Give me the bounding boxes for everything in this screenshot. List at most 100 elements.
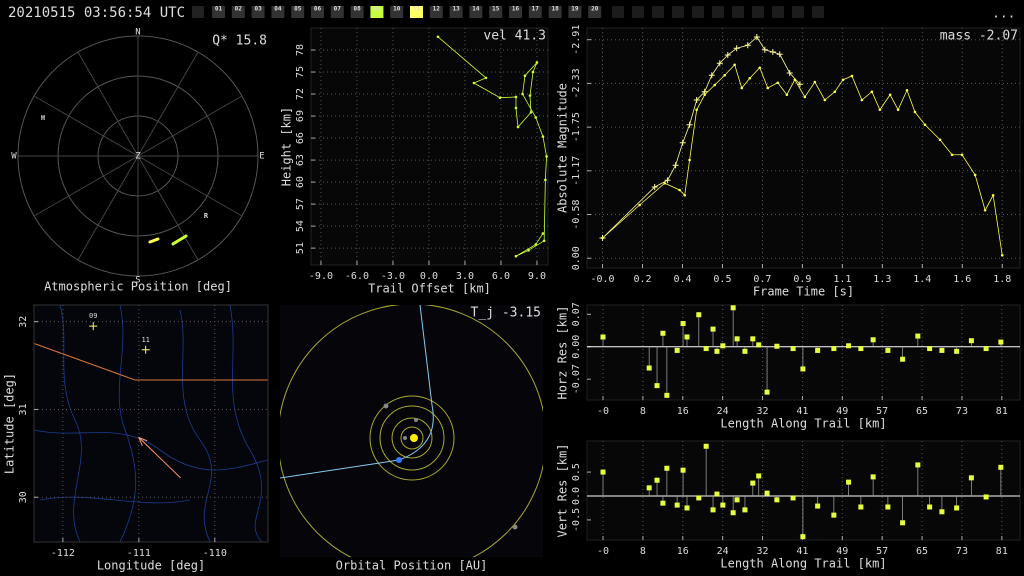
marker [968, 338, 974, 344]
x-axis-label: Frame Time [s] [753, 285, 854, 299]
station-slot[interactable] [192, 6, 204, 18]
marker [815, 503, 821, 509]
marker [927, 504, 933, 510]
station-tab[interactable] [212, 6, 225, 18]
y-tick-label: 69 [295, 110, 306, 122]
marker [870, 90, 874, 94]
station-tab[interactable] [528, 6, 542, 18]
marker [800, 534, 806, 540]
planet [403, 436, 407, 440]
station-tab[interactable] [271, 6, 285, 18]
marker [858, 504, 864, 510]
marker [484, 76, 488, 80]
station-tab[interactable] [509, 6, 522, 18]
y-tick-label: 0.00 [571, 335, 582, 359]
station-tab[interactable] [548, 6, 562, 18]
station-tab[interactable] [449, 6, 463, 18]
marker [753, 34, 760, 40]
x-tick-label: 41 [796, 546, 808, 557]
marker [954, 505, 960, 511]
station-tab[interactable] [469, 6, 483, 18]
station-slot [752, 6, 764, 18]
y-axis-label: Latitude [deg] [3, 373, 17, 474]
station-tab[interactable] [231, 6, 245, 18]
marker [991, 193, 995, 197]
marker [774, 497, 780, 503]
x-tick-label: 1.6 [953, 274, 971, 285]
y-tick-label: 0.5 [571, 463, 582, 481]
marker [885, 504, 891, 510]
streak [148, 237, 160, 244]
station-tab-label: 05 [294, 6, 302, 13]
marker [730, 510, 736, 516]
station-tab[interactable] [489, 6, 503, 18]
station-tab[interactable] [370, 6, 384, 18]
station-label: R [204, 212, 209, 220]
marker [983, 494, 989, 500]
y-tick-label: 60 [295, 176, 306, 188]
station-tab[interactable] [410, 6, 423, 18]
grid-spoke [77, 51, 139, 157]
map-background [34, 305, 268, 542]
x-tick-label: 6.0 [492, 271, 510, 282]
marker [703, 443, 709, 449]
station-tab[interactable] [311, 6, 324, 18]
y-tick-label: 54 [295, 220, 306, 232]
marker [436, 35, 440, 39]
station-tab[interactable] [429, 6, 443, 18]
station-tab[interactable] [350, 6, 364, 18]
station-tab-label: 16 [512, 6, 520, 13]
grid-spoke [137, 155, 199, 261]
x-tick-label: 81 [996, 546, 1008, 557]
x-tick-label: 57 [876, 546, 888, 557]
station-label: 11 [141, 336, 149, 344]
y-tick-label: 0.00 [571, 246, 582, 270]
marker [983, 208, 987, 212]
y-tick-label: 0.0 [571, 487, 582, 505]
marker [516, 125, 520, 129]
station-tab-label: 20 [591, 6, 599, 13]
x-tick-label: 24 [717, 546, 729, 557]
x-tick-label: -0 [597, 546, 609, 557]
x-tick-label: 24 [717, 406, 729, 417]
marker [654, 383, 660, 389]
marker [651, 184, 658, 190]
x-tick-label: 0.5 [713, 274, 731, 285]
marker [1000, 253, 1004, 257]
marker [774, 343, 780, 349]
station-tab-label: 04 [274, 6, 282, 13]
marker [803, 95, 807, 99]
x-tick-label: 32 [757, 546, 769, 557]
x-axis-label: Length Along Trail [km] [720, 557, 886, 571]
marker [885, 347, 891, 353]
marker [950, 153, 954, 157]
marker [860, 98, 864, 102]
x-tick-label: 0.4 [673, 274, 691, 285]
marker [714, 491, 720, 497]
station-tab[interactable] [330, 6, 344, 18]
marker [742, 348, 748, 354]
y-axis-label: Vert Res [km] [556, 444, 570, 538]
station-tab[interactable] [251, 6, 265, 18]
station-tab-label: 15 [492, 6, 500, 13]
marker [498, 96, 502, 100]
menu[interactable]: ... [992, 7, 1015, 22]
rivers [34, 305, 268, 542]
marker [756, 342, 762, 348]
marker [850, 74, 854, 78]
marker [938, 138, 942, 142]
marker [900, 520, 906, 526]
station-tab[interactable] [390, 6, 404, 18]
x-tick-label: -0 [597, 406, 609, 417]
marker [514, 95, 518, 99]
marker [823, 98, 827, 102]
marker [683, 193, 687, 197]
station-tab[interactable] [291, 6, 305, 18]
marker [679, 139, 686, 146]
grid-spoke [33, 155, 139, 217]
marker [954, 348, 960, 354]
station-label: H [41, 114, 45, 122]
station-tab[interactable] [568, 6, 582, 18]
station-tab[interactable] [588, 6, 602, 18]
x-tick-label: 1.3 [873, 274, 891, 285]
